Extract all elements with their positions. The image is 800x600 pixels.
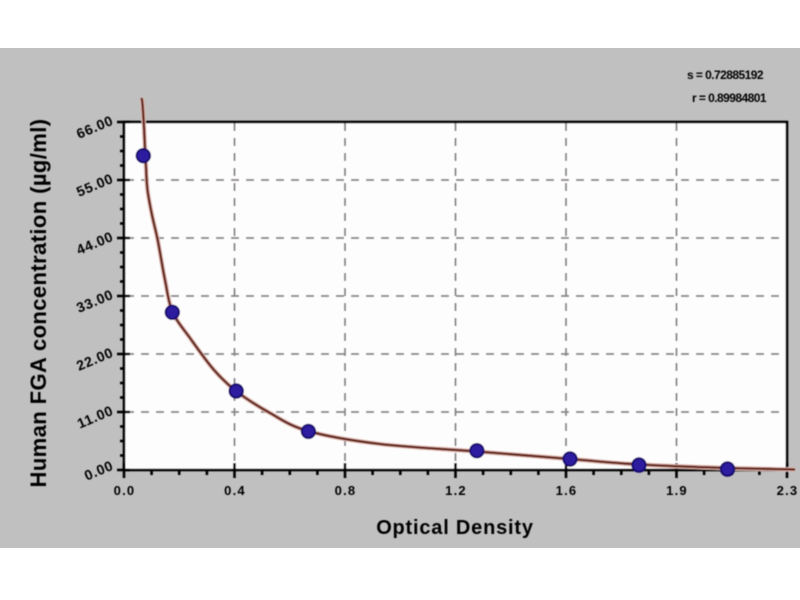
svg-text:Human FGA concentration (µg/ml: Human FGA concentration (µg/ml): [26, 119, 51, 488]
svg-text:0.4: 0.4: [224, 483, 246, 498]
svg-text:Optical Density: Optical Density: [376, 517, 534, 539]
svg-text:s = 0.72885192: s = 0.72885192: [687, 68, 764, 82]
svg-text:0.8: 0.8: [335, 483, 357, 498]
svg-text:1.9: 1.9: [666, 483, 688, 498]
svg-text:r = 0.89984801: r = 0.89984801: [692, 91, 767, 105]
svg-text:0.0: 0.0: [114, 483, 136, 498]
svg-text:1.2: 1.2: [445, 483, 467, 498]
svg-text:2.3: 2.3: [777, 483, 799, 498]
svg-text:1.6: 1.6: [556, 483, 578, 498]
